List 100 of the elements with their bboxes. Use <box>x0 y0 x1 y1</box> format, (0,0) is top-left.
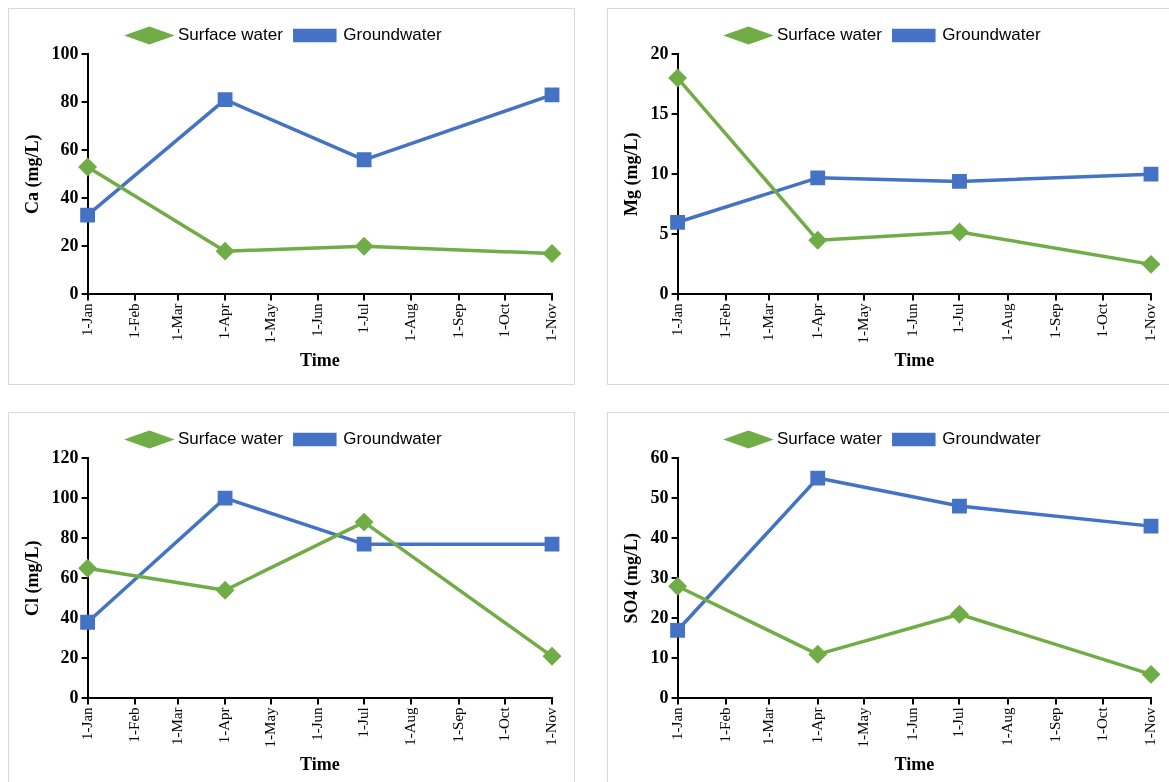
y-tick-label: 5 <box>659 222 669 243</box>
y-tick-label: 20 <box>650 42 669 63</box>
y-tick-label: 50 <box>650 486 669 507</box>
x-tick-label: 1-Oct <box>495 302 512 338</box>
x-tick-label: 1-Apr <box>216 707 233 744</box>
point <box>809 231 827 250</box>
legend-label: Groundwater <box>343 429 442 449</box>
x-tick-label: 1-Nov <box>542 706 559 746</box>
point <box>80 614 96 630</box>
point <box>952 174 967 189</box>
y-tick-label: 100 <box>51 486 79 507</box>
y-tick-label: 60 <box>60 138 79 159</box>
y-tick-label: 80 <box>60 526 79 547</box>
x-tick-label: 1-Aug <box>402 302 419 342</box>
x-tick-label: 1-Mar <box>168 303 185 341</box>
y-axis-title: Mg (mg/L) <box>621 132 643 216</box>
point <box>217 490 233 506</box>
point <box>810 470 826 486</box>
point <box>543 647 561 666</box>
x-tick-label: 1-Nov <box>542 302 559 342</box>
y-tick-label: 30 <box>650 566 669 587</box>
point <box>950 223 969 241</box>
x-tick-label: 1-Jan <box>78 302 95 336</box>
point <box>810 170 826 186</box>
legend-label: Surface water <box>776 25 883 45</box>
y-tick-label: 40 <box>60 606 79 627</box>
x-tick-label: 1-Nov <box>1141 302 1158 342</box>
y-tick-label: 120 <box>51 446 79 467</box>
x-tick-label: 1-Oct <box>495 706 512 742</box>
point <box>216 242 234 260</box>
x-tick-label: 1-Jan <box>668 302 685 336</box>
y-tick-label: 60 <box>60 566 79 587</box>
point <box>1142 665 1160 684</box>
point <box>544 87 560 103</box>
x-tick-label: 1-Aug <box>998 706 1015 746</box>
point <box>809 645 827 664</box>
point <box>217 92 233 108</box>
x-tick-label: 1-Feb <box>125 303 142 339</box>
x-tick-label: 1-Oct <box>1093 706 1110 742</box>
x-axis-title: Time <box>894 753 935 774</box>
y-tick-label: 40 <box>60 186 79 207</box>
x-tick-label: 1-Nov <box>1141 706 1158 746</box>
y-tick-label: 0 <box>69 687 79 708</box>
x-tick-label: 1-Apr <box>216 303 233 340</box>
x-tick-label: 1-Aug <box>998 302 1015 342</box>
legend-label: Groundwater <box>942 429 1041 449</box>
y-tick-label: 80 <box>60 90 79 111</box>
x-axis-title: Time <box>299 349 340 370</box>
point <box>1143 518 1159 534</box>
x-tick-label: 1-Jul <box>950 707 967 738</box>
legend-label: Surface water <box>177 25 284 45</box>
legend-label: Groundwater <box>343 25 442 45</box>
y-tick-label: 100 <box>51 42 79 63</box>
point <box>356 536 372 552</box>
x-tick-label: 1-May <box>261 302 278 344</box>
point <box>78 158 97 176</box>
point <box>950 605 969 624</box>
point <box>78 559 97 577</box>
x-tick-label: 1-May <box>261 706 278 748</box>
point <box>1143 166 1159 182</box>
point <box>544 536 560 552</box>
point <box>356 152 372 168</box>
x-tick-label: 1-Jun <box>903 706 920 741</box>
x-tick-label: 1-Apr <box>808 303 825 340</box>
x-tick-label: 1-Mar <box>760 303 777 341</box>
y-tick-label: 60 <box>650 446 669 467</box>
x-axis-title: Time <box>894 349 935 370</box>
x-tick-label: 1-Sep <box>1046 303 1063 339</box>
y-tick-label: 0 <box>69 283 79 304</box>
x-tick-label: 1-Sep <box>449 707 466 743</box>
y-tick-label: 20 <box>60 234 79 255</box>
point <box>668 577 687 595</box>
x-tick-label: 1-Oct <box>1093 302 1110 338</box>
legend-label: Groundwater <box>942 25 1041 45</box>
point <box>355 237 373 256</box>
y-tick-label: 40 <box>650 526 669 547</box>
point <box>952 498 967 514</box>
point <box>355 513 373 531</box>
x-tick-label: 1-Jun <box>903 302 920 337</box>
x-tick-label: 1-Feb <box>125 707 142 743</box>
point <box>1142 255 1160 274</box>
point <box>80 207 96 223</box>
x-tick-label: 1-Mar <box>760 707 777 745</box>
x-tick-label: 1-Feb <box>716 303 733 339</box>
point <box>216 581 234 599</box>
x-tick-label: 1-Jun <box>309 706 326 741</box>
y-tick-label: 0 <box>659 283 669 304</box>
x-tick-label: 1-Jan <box>78 706 95 740</box>
x-tick-label: 1-May <box>855 302 872 344</box>
x-tick-label: 1-Mar <box>168 707 185 745</box>
y-tick-label: 10 <box>650 162 669 183</box>
y-axis-title: Ca (mg/L) <box>22 134 44 214</box>
x-tick-label: 1-Sep <box>1046 707 1063 743</box>
x-axis-title: Time <box>299 753 340 774</box>
legend-label: Surface water <box>776 429 883 449</box>
y-axis-title: SO4 (mg/L) <box>621 532 643 624</box>
point <box>670 214 686 230</box>
y-tick-label: 20 <box>650 606 669 627</box>
y-tick-label: 20 <box>60 647 79 667</box>
y-tick-label: 15 <box>650 102 669 123</box>
